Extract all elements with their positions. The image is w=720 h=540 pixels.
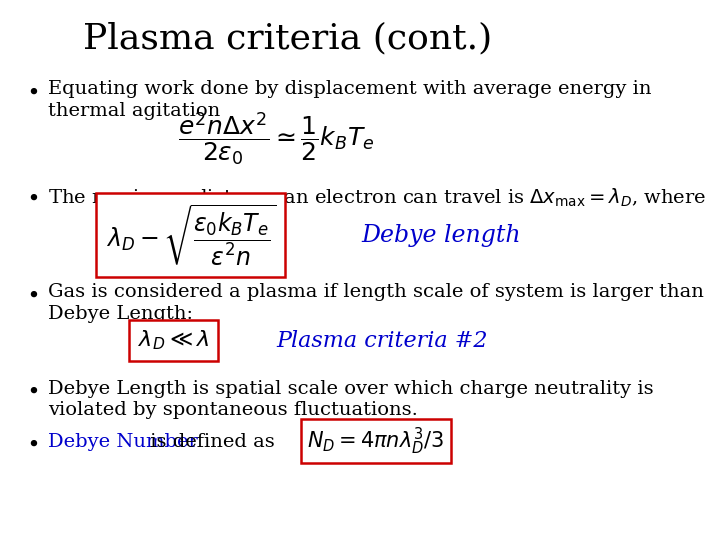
Text: $\bullet$: $\bullet$ — [25, 380, 37, 400]
Text: $\bullet$: $\bullet$ — [25, 187, 37, 207]
Text: Debye length: Debye length — [361, 224, 521, 247]
Text: Debye Length:: Debye Length: — [48, 305, 194, 323]
Text: $\bullet$: $\bullet$ — [25, 284, 37, 303]
Text: $\lambda_D \ll \lambda$: $\lambda_D \ll \lambda$ — [138, 329, 210, 352]
Text: Equating work done by displacement with average energy in: Equating work done by displacement with … — [48, 80, 652, 98]
Text: is defined as: is defined as — [144, 433, 275, 451]
Text: $\dfrac{e^2 n \Delta x^2}{2\epsilon_0} \simeq \dfrac{1}{2} k_B T_e$: $\dfrac{e^2 n \Delta x^2}{2\epsilon_0} \… — [178, 111, 374, 167]
Text: Debye Length is spatial scale over which charge neutrality is: Debye Length is spatial scale over which… — [48, 380, 654, 397]
Text: Gas is considered a plasma if length scale of system is larger than: Gas is considered a plasma if length sca… — [48, 284, 704, 301]
Text: The maximum distance an electron can travel is $\Delta x_{\mathrm{max}} = \lambd: The maximum distance an electron can tra… — [48, 187, 707, 210]
Text: Debye Number: Debye Number — [48, 433, 198, 451]
Text: $\lambda_D - \sqrt{\dfrac{\epsilon_0 k_B T_e}{\epsilon^2 n}}$: $\lambda_D - \sqrt{\dfrac{\epsilon_0 k_B… — [106, 202, 276, 268]
Text: violated by spontaneous fluctuations.: violated by spontaneous fluctuations. — [48, 401, 418, 419]
Text: Plasma criteria #2: Plasma criteria #2 — [276, 329, 487, 352]
Text: $N_D = 4\pi n \lambda_D^3 / 3$: $N_D = 4\pi n \lambda_D^3 / 3$ — [307, 426, 444, 457]
Text: Plasma criteria (cont.): Plasma criteria (cont.) — [83, 22, 492, 56]
Text: thermal agitation: thermal agitation — [48, 102, 220, 120]
Text: $\bullet$: $\bullet$ — [25, 80, 37, 100]
Text: $\bullet$: $\bullet$ — [25, 433, 37, 453]
